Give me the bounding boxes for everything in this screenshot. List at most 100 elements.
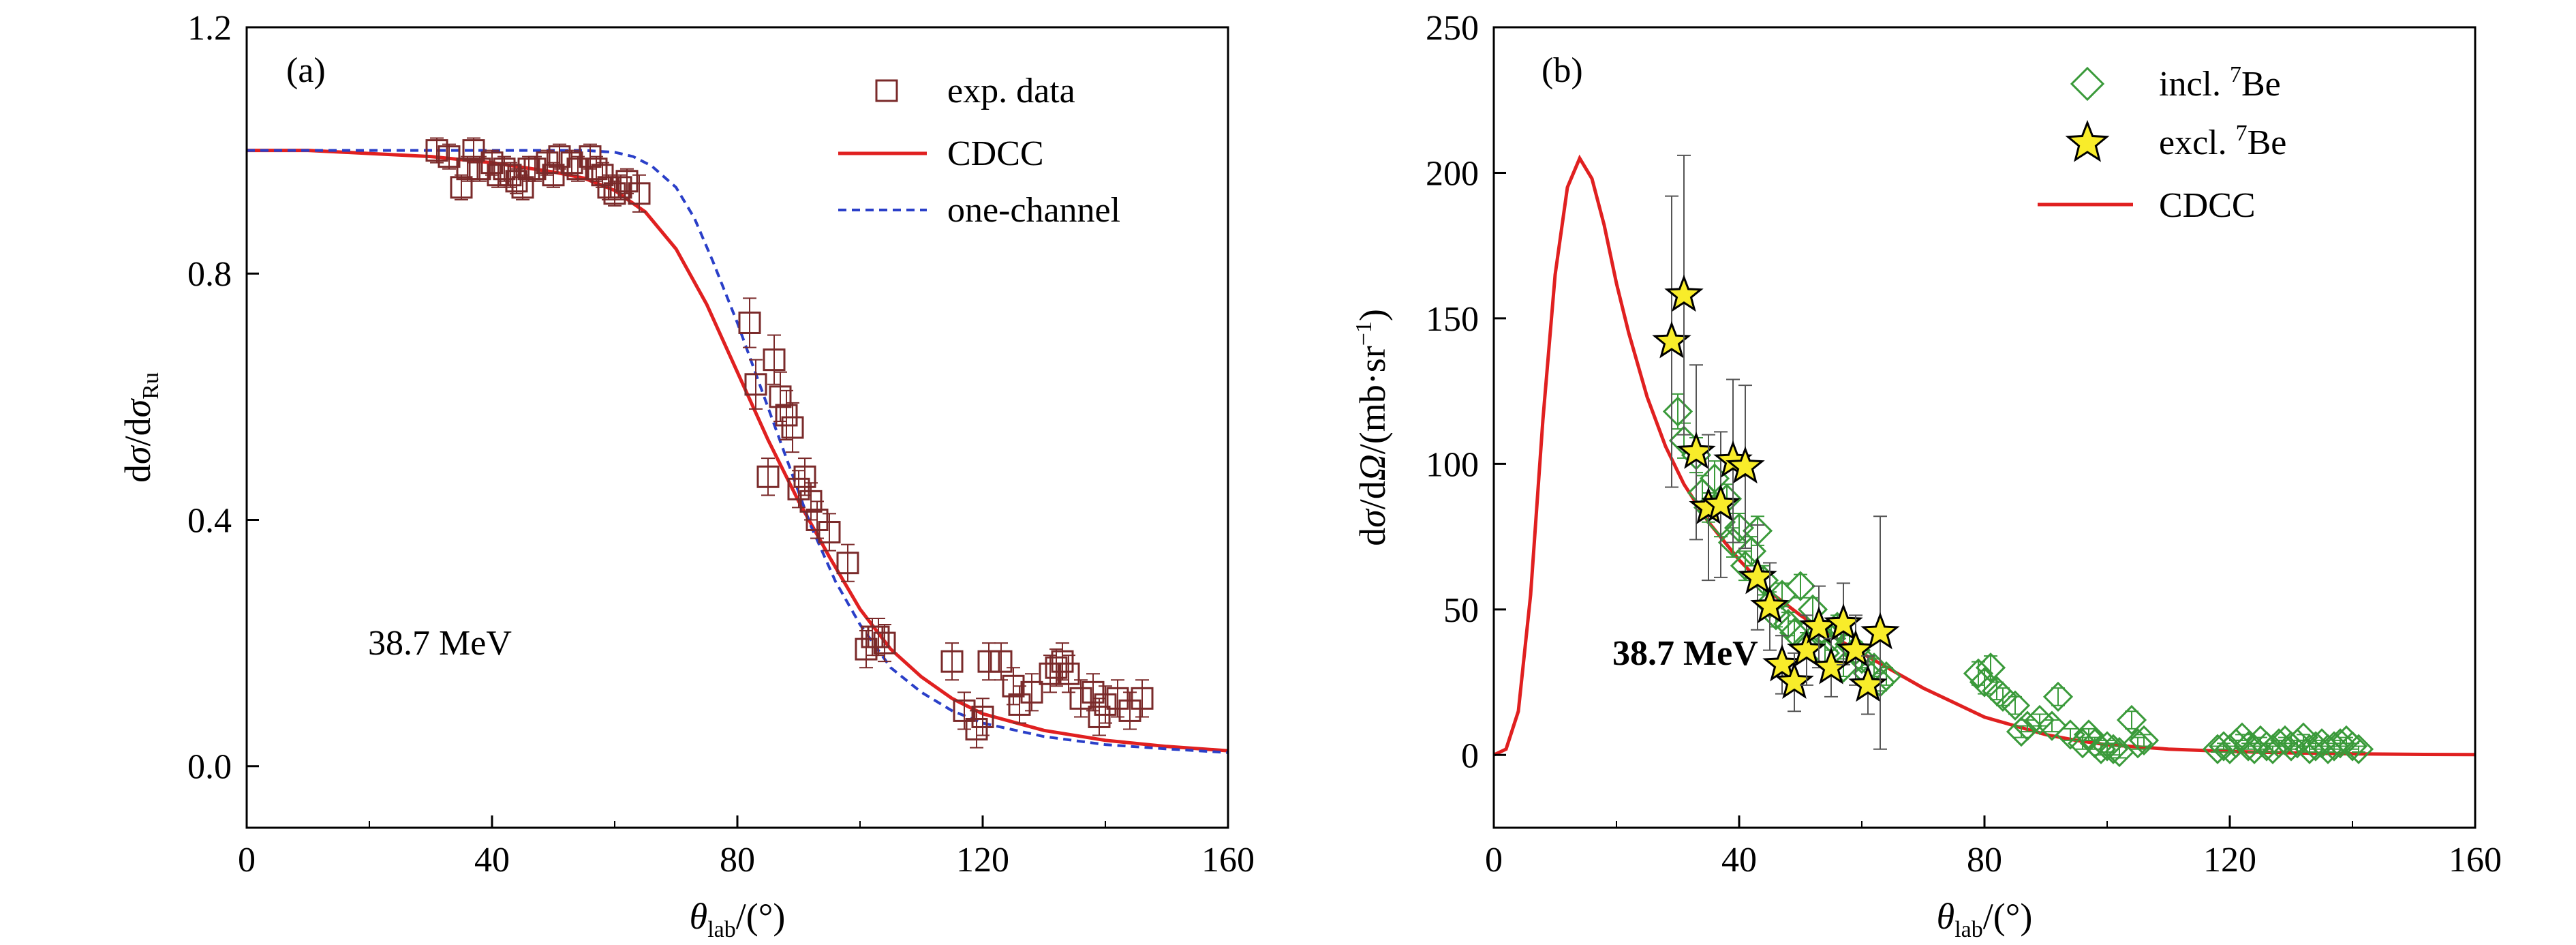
panel-a-exp-data-point — [456, 158, 479, 181]
panel-a-exp-data-point — [1094, 693, 1117, 716]
panel-b-incl-7be-point — [2337, 731, 2368, 762]
legend-excl-7be-label: excl. 7Be — [2159, 121, 2286, 162]
panel-b-incl-7be-point — [2214, 734, 2245, 764]
panel-b-incl-7be-point — [1736, 536, 1767, 567]
panel-b-y-axis-title: dσ/dΩ/(mb·sr−1) — [1351, 309, 1393, 546]
panel-a-exp-data-point — [1106, 687, 1129, 710]
panel-b-incl-7be-point — [2122, 728, 2153, 759]
panel-a-x-tick-label: 40 — [474, 841, 510, 880]
panel-a-x-ticks: 0 40 80 120 160 — [238, 815, 1255, 880]
panel-b-legend: incl. 7Be excl. 7Be CDCC — [2038, 62, 2286, 225]
panel-a-exp-data-point — [836, 552, 859, 575]
panel-b-y-tick-label: 200 — [1426, 154, 1479, 193]
legend-one-channel-label: one-channel — [947, 191, 1120, 230]
panel-b-incl-7be-point — [2036, 710, 2068, 741]
panel-a-exp-data-point — [775, 404, 798, 427]
panel-a-exp-data-point — [787, 477, 810, 500]
panel-b-incl-7be-point — [2251, 731, 2282, 762]
panel-b-tag: (b) — [1542, 51, 1583, 90]
panel-b-excl-7be-point — [1836, 629, 1875, 668]
panel-b-excl-7be-point — [1860, 612, 1900, 650]
panel-a-exp-data-point — [511, 176, 534, 199]
panel-a-exp-data-point — [965, 718, 988, 741]
panel-b-incl-7be-point — [2067, 728, 2098, 759]
panel-b-x-tick-label: 0 — [1485, 841, 1503, 880]
panel-a-exp-data-point — [615, 170, 639, 193]
panel-b-y-tick-label: 150 — [1426, 300, 1479, 339]
legend-incl-7be-marker — [2070, 66, 2105, 102]
panel-a-y-tick-label: 1.2 — [187, 9, 232, 48]
panel-b-frame — [1492, 26, 2477, 829]
legend-excl-7be-marker — [2065, 119, 2110, 162]
panel-a-exp-data-point — [597, 176, 620, 199]
panel-b-incl-7be-point — [2257, 734, 2288, 764]
legend-exp-data-marker — [875, 79, 898, 102]
legend-incl-7be-label: incl. 7Be — [2159, 62, 2281, 104]
panel-b-y-ticks: 0 50 100 150 200 250 — [1426, 9, 1506, 775]
panel-b-x-tick-label: 160 — [2449, 841, 2502, 880]
panel-a-exp-data-point — [585, 158, 608, 181]
panel-b-energy-label: 38.7 MeV — [1612, 634, 1758, 673]
panel-a-tag: (a) — [286, 51, 326, 90]
panel-b-incl-7be-point — [1723, 513, 1755, 543]
panel-b-incl-7be-point — [2042, 681, 2074, 712]
panel-b-excl-7be-point — [1750, 586, 1790, 624]
legend-cdcc-a-label: CDCC — [947, 134, 1044, 173]
panel-a-exp-data-point — [971, 705, 994, 728]
panel-a-exp-data-point — [468, 158, 491, 181]
panel-a-exp-data-point — [769, 385, 792, 408]
panel-a-exp-data-point — [793, 465, 816, 488]
panel-a-x-tick-label: 120 — [956, 841, 1009, 880]
panel-b-incl-7be-point — [1987, 681, 2019, 712]
panel-a-exp-data-point — [1045, 656, 1068, 679]
panel-b-y-tick-label: 0 — [1461, 736, 1479, 775]
legend-exp-data-label: exp. data — [947, 72, 1075, 110]
panel-a-y-axis-title: dσ/dσRu — [117, 372, 164, 483]
panel-b-incl-7be-point — [1999, 690, 2031, 721]
panel-b-x-tick-label: 80 — [1967, 841, 2002, 880]
panel-b-incl-7be-point — [2275, 731, 2307, 762]
panel-b-incl-7be-point — [2116, 704, 2147, 736]
panel-a-y-ticks: 0.0 0.4 0.8 1.2 — [187, 9, 259, 787]
panel-a-exp-data-point — [1131, 687, 1154, 710]
panel-a-y-tick-label: 0.8 — [187, 255, 232, 294]
panel-a-exp-data-point — [462, 139, 485, 162]
panel-a-exp-data-point — [1082, 680, 1105, 704]
panel-a-exp-data-point — [628, 182, 651, 205]
panel-a-exp-data-point — [756, 465, 780, 488]
panel-b-y-tick-label: 50 — [1443, 591, 1479, 630]
panel-b-incl-7be-point — [2128, 725, 2160, 756]
panel-a-exp-data-point — [1020, 680, 1043, 704]
panel-a-x-axis-title: θlab/(°) — [690, 896, 786, 942]
panel-b-excl-7be-point — [1664, 274, 1704, 312]
panel-b-incl-7be-point — [1662, 396, 1693, 427]
panel-a-exp-data-point — [548, 145, 571, 168]
panel-a-exp-data-point — [855, 638, 878, 661]
panel-a-exp-data-point — [425, 139, 448, 162]
panel-a-exp-data-point — [450, 176, 473, 199]
panel-a-exp-data-point — [560, 151, 583, 175]
panel-a-exp-data-point — [542, 164, 565, 187]
panel-a-exp-data-point — [977, 650, 1000, 673]
panel-a-exp-data-point — [990, 650, 1013, 673]
panel-a-plot-area — [247, 137, 1228, 754]
panel-b-incl-7be-point — [1975, 652, 2006, 683]
panel-b-incl-7be-point — [2006, 716, 2037, 747]
panel-a-chart: 0 40 80 120 160 0.0 0.4 0.8 1.2 (a) 38.7 MeV ex… — [117, 9, 1255, 942]
panel-a-clipped-layer — [247, 137, 1228, 754]
panel-a-exp-data-point — [940, 650, 964, 673]
panel-b-x-tick-label: 40 — [1721, 841, 1757, 880]
panel-a-exp-data-point — [1051, 650, 1074, 673]
panel-b-incl-7be-point — [2325, 728, 2356, 759]
panel-a-exp-data-point — [1008, 693, 1031, 716]
panel-b-x-tick-label: 120 — [2203, 841, 2256, 880]
panel-a-exp-data-point — [763, 348, 786, 372]
panel-b-y-tick-label: 250 — [1426, 9, 1479, 48]
panel-b-incl-7be-point — [2012, 710, 2043, 741]
panel-b-x-axis-title: θlab/(°) — [1937, 896, 2033, 942]
panel-a-exp-data-point — [523, 158, 547, 181]
panel-b-plot-area — [1494, 154, 2475, 768]
panel-a-exp-data-point — [867, 625, 890, 648]
panel-a-exp-data-point — [1118, 699, 1141, 722]
